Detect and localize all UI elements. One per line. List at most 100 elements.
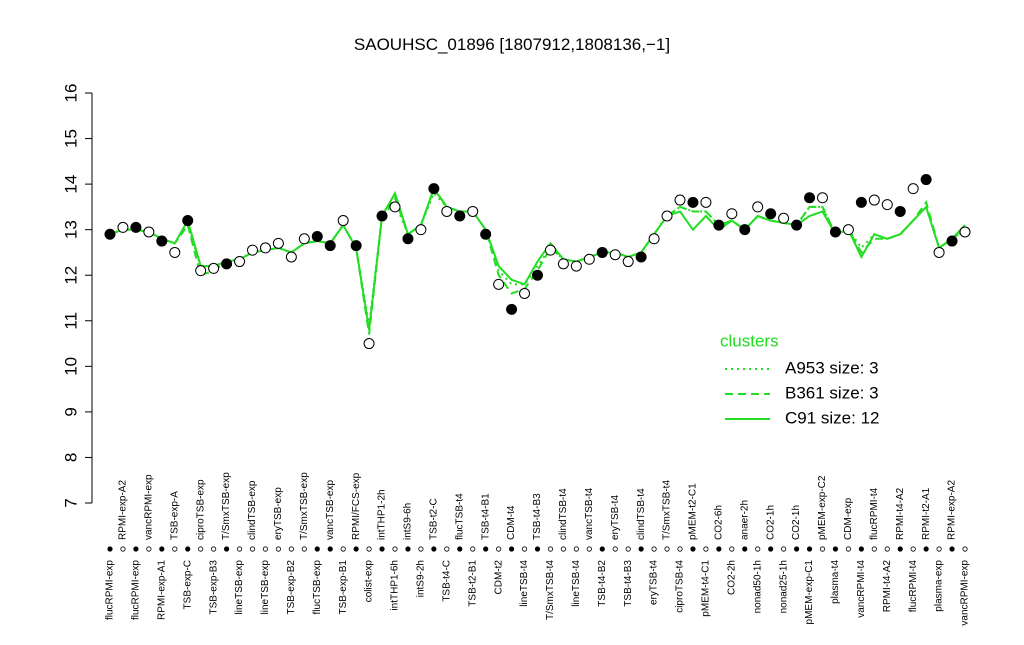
rug-point — [832, 546, 839, 552]
rug-point — [858, 546, 864, 552]
rug-point — [612, 546, 618, 552]
y-tick-label: 16 — [61, 84, 80, 103]
rug-point — [573, 546, 579, 552]
rug-point — [496, 546, 502, 552]
x-tick-label: clindTSB-t4 — [558, 488, 569, 540]
data-point — [726, 208, 738, 220]
x-tick-label: RPMI-t2-A1 — [921, 487, 932, 540]
data-point — [907, 183, 919, 195]
data-point — [324, 240, 336, 252]
rug-point — [327, 546, 333, 552]
x-tick-label: CDM-t2 — [493, 560, 504, 595]
data-point — [920, 174, 932, 186]
data-point — [687, 196, 699, 208]
x-tick-label: RPMI/FCS-exp — [351, 472, 362, 540]
data-point — [182, 215, 194, 227]
data-point — [713, 219, 725, 231]
rug-point — [133, 546, 139, 552]
legend-label: B361 size: 3 — [785, 383, 879, 402]
data-point — [428, 183, 440, 195]
x-tick-label: RPMI-t4-A2 — [882, 560, 893, 613]
data-point — [778, 212, 790, 224]
data-point — [104, 228, 116, 240]
data-point — [868, 194, 880, 206]
x-tick-label: eryTSB-t4 — [649, 560, 660, 605]
rug-point — [742, 546, 748, 552]
data-point — [933, 246, 945, 258]
rug-point — [755, 546, 761, 552]
data-point — [247, 244, 258, 256]
rug-point — [962, 546, 968, 552]
data-point — [752, 201, 764, 213]
x-tick-label: colist-exp — [364, 560, 375, 603]
y-tick-label: 12 — [61, 266, 80, 285]
data-point — [894, 205, 906, 217]
data-point — [285, 251, 297, 263]
x-tick-label: lineTSB-t4 — [519, 560, 530, 607]
x-tick-label: TSB-t4-B2 — [597, 560, 608, 607]
x-tick-label: T/SmxTSB-exp — [299, 472, 310, 540]
x-tick-label: lineTSB-t4 — [571, 560, 582, 607]
y-tick-label: 13 — [61, 220, 80, 239]
data-point — [959, 226, 971, 238]
rug-point — [249, 546, 256, 552]
rug-point — [288, 546, 294, 552]
x-tick-label: CDM-exp — [843, 497, 854, 540]
x-tick-label: flucRPMI-t4 — [869, 487, 880, 540]
rug-point — [819, 546, 826, 552]
y-tick-label: 9 — [61, 407, 80, 416]
rug-point — [483, 546, 489, 552]
x-tick-label: intTHP1-6h — [390, 560, 401, 611]
rug-point — [910, 546, 916, 552]
data-point — [208, 262, 220, 274]
x-tick-label: TSB-exp-B2 — [286, 560, 297, 615]
rug-point — [314, 546, 320, 552]
x-tick-label: nonad25-1h — [778, 560, 789, 613]
rug-point — [781, 546, 787, 552]
data-point — [661, 210, 673, 222]
data-point — [467, 205, 479, 217]
x-tick-label: plasma-t4 — [830, 560, 841, 604]
rug-point — [444, 546, 450, 552]
x-tick-label: T/SmxTSB-exp — [221, 472, 232, 540]
data-point — [311, 231, 323, 242]
x-tick-label: T/SmxTSB-t4 — [545, 560, 556, 620]
rug-point — [793, 546, 800, 552]
data-point — [415, 224, 427, 236]
rug-point — [275, 546, 282, 552]
data-point — [519, 287, 531, 299]
data-point — [544, 244, 556, 256]
data-point — [700, 196, 712, 208]
data-point — [506, 303, 518, 315]
data-point — [493, 278, 505, 290]
rug-point — [716, 546, 722, 552]
legend-label: C91 size: 12 — [785, 408, 880, 427]
data-point — [221, 258, 233, 270]
rug-point — [431, 546, 437, 552]
x-tick-label: CO2-6h — [714, 505, 725, 540]
x-tick-label: flucRPMI-t4 — [908, 560, 919, 613]
y-tick-label: 10 — [61, 357, 80, 376]
rug-point — [107, 546, 113, 552]
rug-point — [949, 546, 955, 552]
data-point — [842, 224, 854, 236]
rug-point — [664, 546, 670, 552]
rug-point — [806, 546, 813, 552]
x-tick-label: vancRPMI-exp — [960, 560, 971, 626]
x-tick-label: intS9-2h — [416, 560, 427, 597]
data-point — [130, 221, 142, 233]
rug-point — [223, 546, 230, 552]
y-tick-label: 14 — [61, 175, 80, 194]
rug-point — [211, 546, 217, 552]
rug-point — [353, 546, 359, 552]
x-tick-label: pMEM-exp-C2 — [817, 475, 828, 540]
points — [104, 174, 971, 350]
data-point — [609, 249, 621, 261]
y-tick-label: 8 — [61, 453, 80, 462]
data-point — [532, 269, 543, 281]
rug-point — [625, 546, 631, 552]
rug-point — [651, 546, 657, 552]
data-point — [337, 215, 349, 227]
data-point — [829, 226, 841, 238]
x-tick-label: eryTSB-exp — [273, 487, 284, 540]
